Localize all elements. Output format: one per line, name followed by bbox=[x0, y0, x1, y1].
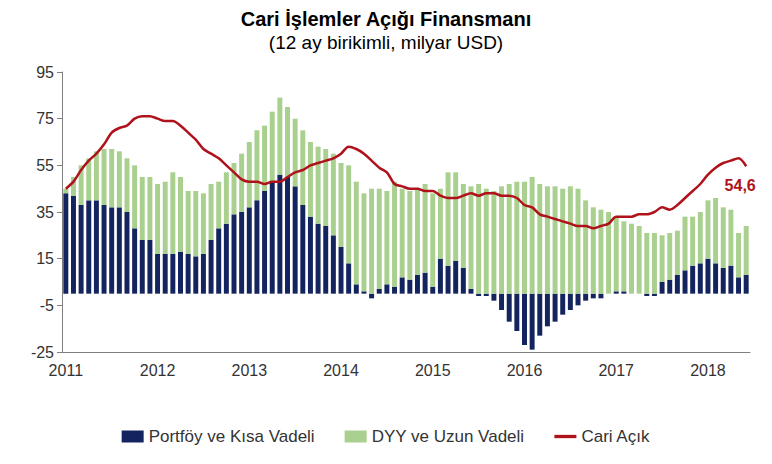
svg-text:2018: 2018 bbox=[690, 362, 726, 379]
svg-text:-5: -5 bbox=[40, 297, 54, 314]
svg-text:54,6: 54,6 bbox=[725, 177, 756, 194]
svg-text:35: 35 bbox=[36, 204, 54, 221]
svg-text:2016: 2016 bbox=[507, 362, 543, 379]
svg-text:Portföy ve Kısa Vadeli: Portföy ve Kısa Vadeli bbox=[149, 427, 315, 446]
svg-text:DYY ve Uzun Vadeli: DYY ve Uzun Vadeli bbox=[372, 427, 524, 446]
svg-text:(12 ay birikimli, milyar USD): (12 ay birikimli, milyar USD) bbox=[269, 32, 503, 53]
svg-text:2013: 2013 bbox=[231, 362, 267, 379]
svg-text:15: 15 bbox=[36, 250, 54, 267]
svg-text:Cari Açık: Cari Açık bbox=[581, 427, 650, 446]
svg-text:2012: 2012 bbox=[140, 362, 176, 379]
svg-text:95: 95 bbox=[36, 64, 54, 81]
svg-text:-25: -25 bbox=[31, 344, 54, 361]
svg-text:2011: 2011 bbox=[49, 362, 84, 379]
svg-text:75: 75 bbox=[36, 110, 54, 127]
svg-text:2017: 2017 bbox=[598, 362, 634, 379]
svg-text:55: 55 bbox=[36, 157, 54, 174]
svg-text:2014: 2014 bbox=[323, 362, 359, 379]
svg-text:Cari İşlemler Açığı Finansmanı: Cari İşlemler Açığı Finansmanı bbox=[241, 8, 531, 30]
svg-text:2015: 2015 bbox=[415, 362, 451, 379]
